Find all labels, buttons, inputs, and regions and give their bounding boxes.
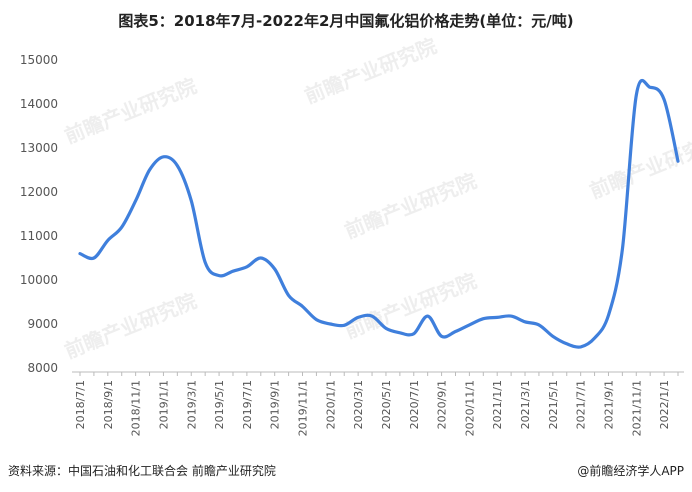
data-point [398,331,402,335]
series-line [78,79,680,349]
data-point [620,247,624,251]
data-point [161,155,165,159]
data-point [648,85,652,89]
y-tick-label: 9000 [27,317,58,331]
data-point [148,168,152,172]
data-point [523,320,527,324]
y-tick-label: 10000 [20,273,58,287]
data-point [301,304,305,308]
x-tick-label: 2021/9/1 [602,380,615,429]
chart-title: 图表5：2018年7月-2022年2月中国氟化铝价格走势(单位：元/吨) [118,12,574,30]
data-point [579,345,583,349]
x-tick-label: 2021/5/1 [547,380,560,429]
data-point [273,267,277,271]
data-point [314,318,318,322]
x-tick-label: 2020/11/1 [463,380,476,436]
data-point [259,256,263,260]
data-point [495,315,499,319]
x-tick-label: 2021/7/1 [575,380,588,429]
data-point [217,274,221,278]
data-point [134,199,138,203]
data-point [426,314,430,318]
data-point [565,342,569,346]
x-tick-label: 2021/11/1 [630,380,643,436]
x-tick-label: 2019/1/1 [157,380,170,429]
y-tick-label: 12000 [20,185,58,199]
data-point [412,332,416,336]
data-point [551,334,555,338]
data-point [370,314,374,318]
x-tick-label: 2018/11/1 [130,380,143,436]
data-point [453,329,457,333]
data-point [593,336,597,340]
x-tick-label: 2020/5/1 [380,380,393,429]
data-point [231,269,235,273]
data-point [467,323,471,327]
x-tick-label: 2021/3/1 [519,380,532,429]
data-point [328,322,332,326]
data-point [606,313,610,317]
data-point [356,315,360,319]
x-tick-label: 2020/3/1 [352,380,365,429]
data-point [509,314,513,318]
y-tick-label: 11000 [20,229,58,243]
x-tick-label: 2019/11/1 [297,380,310,436]
data-point [440,334,444,338]
data-point [634,93,638,97]
data-point [92,256,96,260]
y-tick-label: 13000 [20,141,58,155]
data-point [662,98,666,102]
x-tick-label: 2019/9/1 [269,380,282,429]
data-point [384,326,388,330]
source-note: 资料来源：中国石油和化工联合会 前瞻产业研究院 [8,464,276,478]
y-axis: 8000 9000 10000 11000 12000 13000 14000 15000 [20,53,58,375]
data-point [175,164,179,168]
data-point [342,323,346,327]
x-tick-label: 2022/1/1 [658,380,671,429]
x-tick-label: 2018/9/1 [102,380,115,429]
x-tick-label: 2020/9/1 [436,380,449,429]
data-point [106,238,110,242]
data-point [245,265,249,269]
data-point [287,293,291,297]
data-point [537,323,541,327]
data-point [189,199,193,203]
data-point [78,252,82,256]
x-tick-label: 2019/5/1 [213,380,226,429]
y-tick-label: 14000 [20,97,58,111]
x-axis: 2018/7/1 2018/9/1 2018/11/1 2019/1/1 2019/3/… [72,371,684,436]
data-point [203,260,207,264]
brand-label: @前瞻经济学人APP [577,464,684,478]
data-point [481,317,485,321]
x-tick-label: 2020/1/1 [324,380,337,429]
x-tick-label: 2020/7/1 [408,380,421,429]
y-tick-label: 8000 [27,361,58,375]
y-tick-label: 15000 [20,53,58,67]
x-tick-label: 2021/1/1 [491,380,504,429]
x-tick-label: 2019/3/1 [185,380,198,429]
x-tick-label: 2018/7/1 [74,380,87,429]
series-layer [78,79,680,349]
data-point [120,225,124,229]
data-point [676,159,680,163]
x-tick-label: 2019/7/1 [241,380,254,429]
